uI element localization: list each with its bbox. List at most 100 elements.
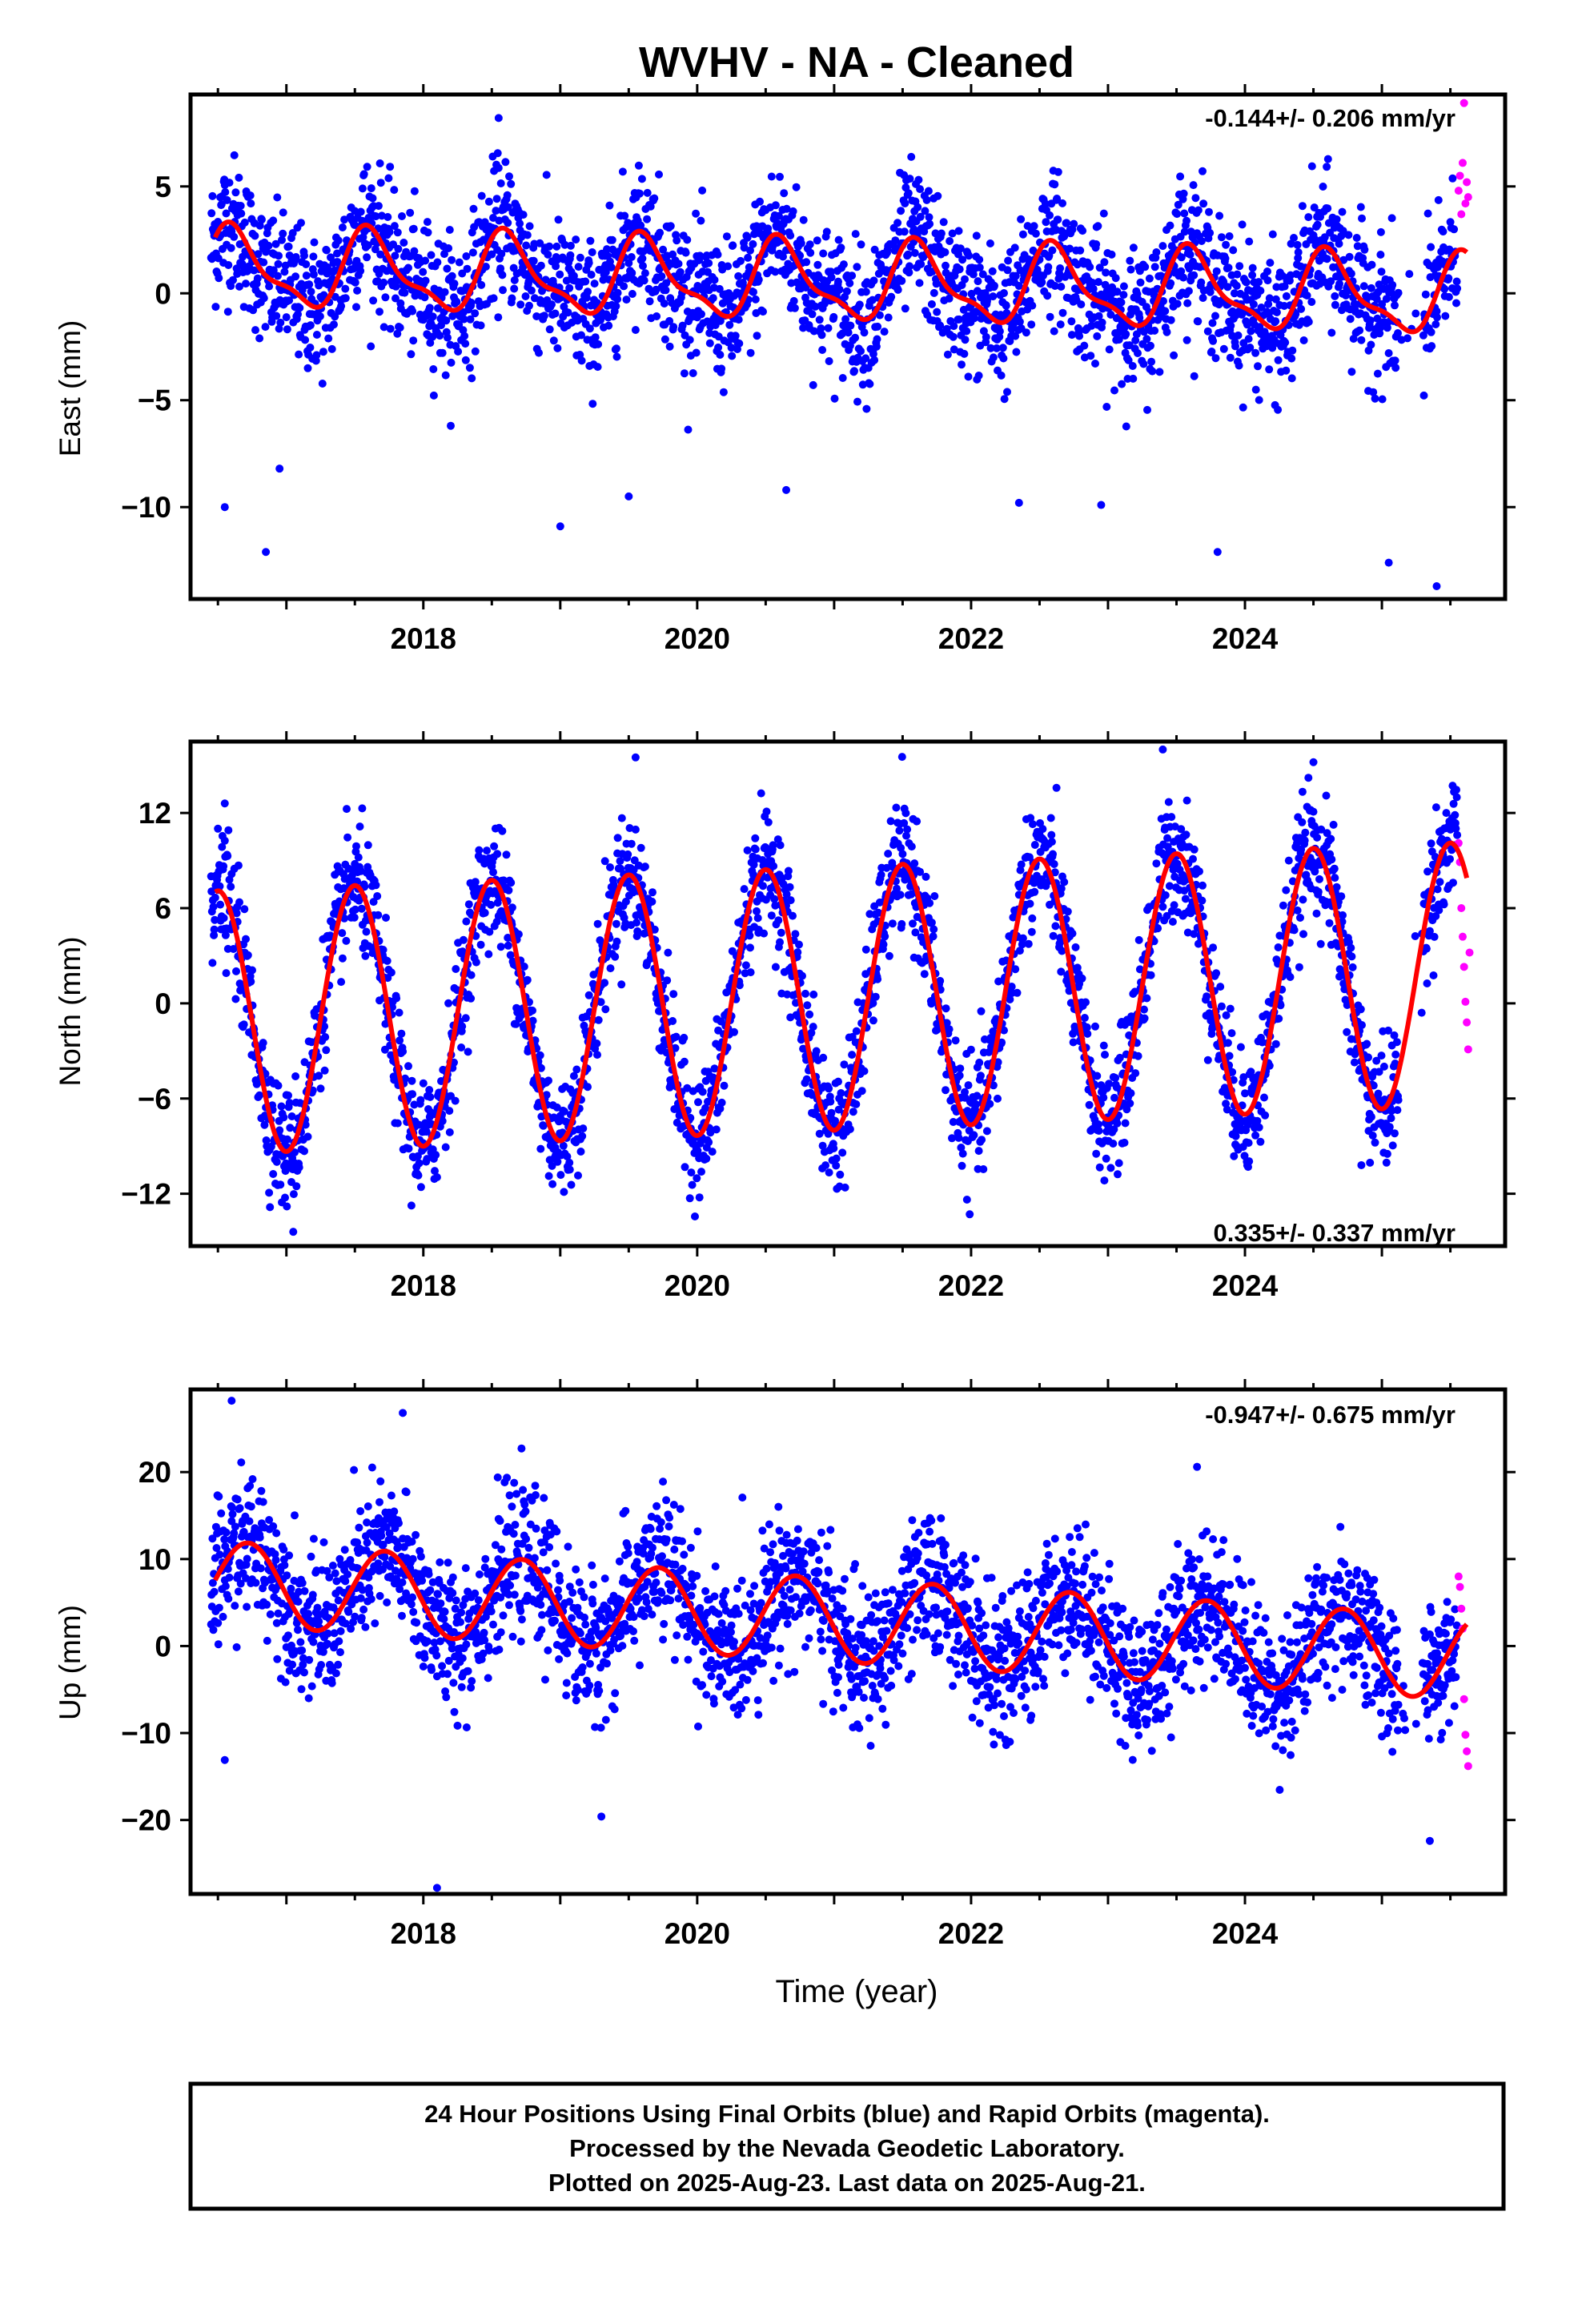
final-orbit-point (1058, 199, 1066, 207)
final-orbit-point (1347, 368, 1356, 376)
final-orbit-point (1054, 215, 1062, 224)
final-orbit-point (1106, 1164, 1115, 1172)
final-orbit-point (223, 851, 232, 860)
final-orbit-point (1154, 924, 1162, 933)
final-orbit-point (210, 925, 219, 934)
final-orbit-point (452, 297, 461, 306)
final-orbit-point (383, 956, 391, 965)
final-orbit-point (827, 273, 836, 282)
final-orbit-point (799, 324, 808, 332)
final-orbit-point (1332, 215, 1341, 223)
final-orbit-point (1110, 386, 1118, 395)
final-orbit-point (1024, 939, 1033, 948)
final-orbit-point (574, 263, 583, 271)
final-orbit-point (1327, 328, 1336, 337)
final-orbit-point (1099, 209, 1108, 218)
rapid-orbit-point (1457, 210, 1466, 219)
final-orbit-point (556, 522, 564, 531)
final-orbit-point (283, 1202, 291, 1211)
final-orbit-point (1206, 228, 1215, 237)
final-orbit-point (730, 1027, 738, 1036)
final-orbit-point (363, 841, 372, 850)
final-orbit-point (1010, 243, 1019, 252)
final-orbit-point (1043, 292, 1052, 300)
final-orbit-point (714, 343, 723, 352)
final-orbit-point (1432, 307, 1441, 316)
final-orbit-point (528, 1006, 536, 1015)
final-orbit-point (279, 1152, 287, 1160)
final-orbit-point (520, 963, 528, 971)
final-orbit-point (902, 831, 910, 840)
final-orbit-point (276, 318, 285, 327)
final-orbit-point (958, 360, 966, 369)
final-orbit-point (977, 1007, 986, 1015)
final-orbit-point (1369, 388, 1378, 396)
final-orbit-point (489, 214, 497, 222)
final-orbit-point (232, 967, 240, 975)
final-orbit-point (410, 187, 419, 195)
final-orbit-point (716, 1104, 725, 1113)
final-orbit-point (460, 332, 469, 340)
final-orbit-point (1077, 300, 1086, 309)
final-orbit-point (840, 1060, 849, 1069)
final-orbit-point (312, 351, 321, 360)
final-orbit-point (508, 294, 516, 303)
y-tick-label: 0 (155, 277, 171, 310)
final-orbit-point (416, 1096, 425, 1104)
final-orbit-point (1014, 498, 1023, 507)
final-orbit-point (564, 308, 572, 317)
rate-label: 0.335+/- 0.337 mm/yr (1214, 1219, 1456, 1247)
final-orbit-point (817, 331, 826, 340)
final-orbit-point (467, 994, 476, 1003)
final-orbit-point (1119, 282, 1128, 291)
final-orbit-point (1113, 1119, 1122, 1128)
final-orbit-point (444, 999, 453, 1007)
final-orbit-point (913, 817, 921, 826)
final-orbit-point (566, 251, 575, 259)
final-orbit-point (725, 320, 734, 329)
final-orbit-point (965, 251, 974, 260)
final-orbit-point (824, 324, 833, 332)
final-orbit-point (222, 969, 231, 978)
final-orbit-point (285, 296, 294, 305)
final-orbit-point (887, 292, 896, 301)
final-orbit-point (1113, 287, 1122, 296)
final-orbit-point (414, 1171, 423, 1180)
final-orbit-point (956, 244, 965, 253)
final-orbit-point (724, 262, 733, 271)
final-orbit-point (382, 914, 390, 922)
final-orbit-point (1346, 315, 1355, 324)
final-orbit-point (650, 194, 659, 203)
final-orbit-point (1177, 267, 1186, 275)
final-orbit-point (735, 339, 744, 348)
final-orbit-point (627, 839, 636, 848)
final-orbit-point (1111, 274, 1120, 283)
final-orbit-point (1106, 310, 1115, 319)
final-orbit-point (962, 1196, 971, 1204)
final-orbit-point (911, 928, 920, 937)
final-orbit-point (910, 859, 919, 868)
final-orbit-point (956, 1064, 965, 1073)
final-orbit-point (307, 287, 315, 296)
final-orbit-point (1433, 313, 1441, 322)
final-orbit-point (799, 1044, 808, 1053)
final-orbit-point (652, 312, 661, 320)
final-orbit-point (825, 1168, 833, 1177)
final-orbit-point (636, 843, 645, 852)
final-orbit-point (1212, 267, 1221, 275)
final-orbit-point (759, 882, 767, 891)
final-orbit-point (961, 275, 969, 283)
final-orbit-point (672, 1032, 681, 1041)
final-orbit-point (320, 1066, 329, 1075)
final-orbit-point (1007, 983, 1016, 991)
final-orbit-point (830, 394, 839, 403)
final-orbit-point (692, 209, 701, 218)
final-orbit-point (1126, 1099, 1134, 1108)
final-orbit-point (660, 300, 669, 308)
final-orbit-point (853, 263, 861, 271)
final-orbit-point (438, 1116, 447, 1125)
final-orbit-point (702, 1154, 711, 1163)
rapid-orbit-point (1464, 193, 1472, 202)
final-orbit-point (214, 824, 223, 833)
final-orbit-point (1255, 278, 1263, 287)
